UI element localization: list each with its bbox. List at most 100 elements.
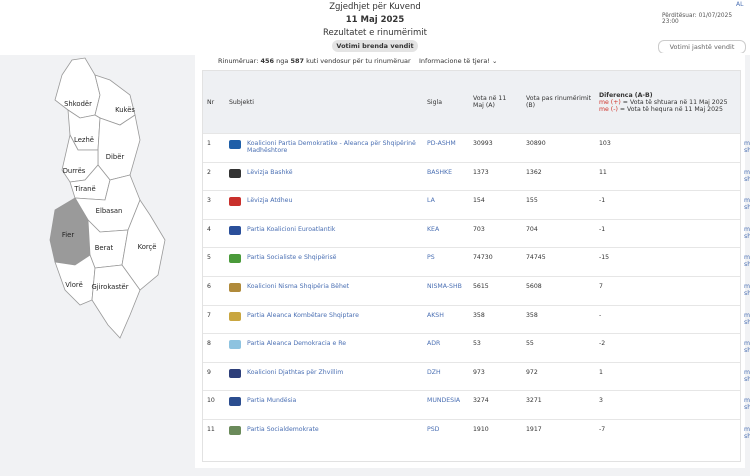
cell-nr: 11 bbox=[203, 418, 225, 449]
tab-domestic[interactable]: Votimi brenda vendit bbox=[332, 40, 418, 52]
cell-nr: 3 bbox=[203, 190, 225, 220]
cell-sigla: MUNDESIA bbox=[423, 390, 469, 420]
region-shape[interactable] bbox=[54, 57, 101, 119]
cell-icon bbox=[225, 133, 243, 163]
cell-sigla: KEA bbox=[423, 218, 469, 248]
region-label: Lezhë bbox=[74, 136, 94, 144]
party-name[interactable]: Lëvizja Atdheu bbox=[243, 190, 423, 220]
cell-icon bbox=[225, 418, 243, 449]
cell-votes-a: 3274 bbox=[469, 390, 522, 420]
col-header: Diferenca (A-B) bbox=[599, 91, 653, 99]
party-logo bbox=[229, 368, 241, 378]
party-logo bbox=[229, 225, 241, 235]
cell-votes-b: 1917 bbox=[522, 418, 595, 449]
cell-votes-b: 155 bbox=[522, 190, 595, 220]
party-name[interactable]: Koalicioni Djathtas për Zhvillim bbox=[243, 361, 423, 391]
party-name[interactable]: Partia Koalicioni Euroatlantik bbox=[243, 218, 423, 248]
cell-nr: 9 bbox=[203, 361, 225, 391]
cell-votes-a: 703 bbox=[469, 218, 522, 248]
cell-icon bbox=[225, 390, 243, 420]
cell-sigla: AKSH bbox=[423, 304, 469, 334]
cell-votes-b: 55 bbox=[522, 333, 595, 363]
results-table-box: Nr Subjekti Sigla Vota në 11 Maj (A) Vot… bbox=[202, 70, 750, 462]
table-row: 4 Partia Koalicioni Euroatlantik KEA 703 704… bbox=[203, 218, 750, 248]
party-logo bbox=[229, 168, 241, 178]
party-name[interactable]: Partia Aleanca Demokracia e Re bbox=[243, 333, 423, 363]
region-label: Kukës bbox=[115, 106, 135, 114]
col-header: Sigla bbox=[423, 71, 469, 134]
cell-icon bbox=[225, 333, 243, 363]
info-text: Informacione të tjera! bbox=[419, 57, 490, 65]
table-body: 1 Koalicioni Partia Demokratike - Aleanca… bbox=[203, 133, 750, 449]
region-label: Fier bbox=[62, 231, 74, 239]
cell-votes-b: 358 bbox=[522, 304, 595, 334]
subtitle: Rezultatet e rinumërimit bbox=[322, 28, 427, 38]
party-name[interactable]: Lëvizja Bashkë bbox=[243, 161, 423, 191]
cell-sigla: BASHKE bbox=[423, 161, 469, 191]
cell-votes-a: 358 bbox=[469, 304, 522, 334]
status-line: Rinumëruar: 456 nga 587 kuti vendosur pë… bbox=[218, 57, 411, 65]
cell-nr: 6 bbox=[203, 275, 225, 306]
cell-votes-a: 30993 bbox=[469, 133, 522, 163]
party-logo bbox=[229, 140, 241, 149]
party-name[interactable]: Partia Socialiste e Shqipërisë bbox=[243, 247, 423, 277]
cell-icon bbox=[225, 304, 243, 334]
table-row: 7 Partia Aleanca Kombëtare Shqiptare AKSH 3… bbox=[203, 304, 750, 334]
cell-votes-b: 30890 bbox=[522, 133, 595, 163]
party-name[interactable]: Partia Socialdemokrate bbox=[243, 418, 423, 449]
status-middle: nga bbox=[276, 57, 289, 65]
party-logo bbox=[229, 282, 241, 292]
party-name[interactable]: Partia Aleanca Kombëtare Shqiptare bbox=[243, 304, 423, 334]
status-prefix: Rinumëruar: bbox=[218, 57, 259, 65]
cell-votes-a: 1910 bbox=[469, 418, 522, 449]
party-logo bbox=[229, 425, 241, 435]
party-name[interactable]: Koalicioni Partia Demokratike - Aleanca … bbox=[243, 133, 423, 163]
cell-votes-a: 973 bbox=[469, 361, 522, 391]
party-logo bbox=[229, 340, 241, 350]
tab-abroad[interactable]: Votimi jashtë vendit bbox=[658, 40, 746, 54]
status-suffix: kuti vendosur për tu rinumëruar bbox=[306, 57, 411, 65]
cell-nr: 10 bbox=[203, 390, 225, 420]
diff-header: Diferenca (A-B) me (+) = Vota të shtuara… bbox=[595, 71, 740, 134]
cell-votes-b: 74745 bbox=[522, 247, 595, 277]
cell-votes-b: 704 bbox=[522, 218, 595, 248]
col-header: Vota pas rinumërimit (B) bbox=[522, 71, 595, 134]
cell-sigla: PS bbox=[423, 247, 469, 277]
legend-text: = Vota të shtuara në 11 Maj 2025 bbox=[622, 98, 728, 106]
col-header: Subjekti bbox=[225, 71, 423, 134]
col-header: Vota në 11 Maj (A) bbox=[469, 71, 522, 134]
party-name[interactable]: Partia Mundësia bbox=[243, 390, 423, 420]
cell-votes-b: 1362 bbox=[522, 161, 595, 191]
table-row: 1 Koalicioni Partia Demokratike - Aleanca… bbox=[203, 133, 750, 163]
cell-sigla: NISMA-SHB bbox=[423, 275, 469, 306]
language[interactable]: AL bbox=[736, 1, 744, 8]
info-link[interactable]: Informacione të tjera! ⌄ bbox=[419, 57, 498, 65]
cell-sigla: LA bbox=[423, 190, 469, 220]
party-logo bbox=[229, 197, 241, 207]
region-label: Dibër bbox=[106, 153, 125, 161]
region-shape[interactable] bbox=[91, 264, 141, 339]
region-label: Gjirokastër bbox=[91, 283, 128, 291]
cell-votes-a: 154 bbox=[469, 190, 522, 220]
cell-diff: -1 bbox=[595, 190, 740, 220]
header-row: Nr Subjekti Sigla Vota në 11 Maj (A) Vot… bbox=[203, 71, 740, 134]
cell-votes-b: 3271 bbox=[522, 390, 595, 420]
region-label: Tiranë bbox=[73, 185, 95, 193]
table-row: 6 Koalicioni Nisma Shqipëria Bëhet NISMA-S… bbox=[203, 275, 750, 306]
cell-votes-a: 1373 bbox=[469, 161, 522, 191]
region-shape[interactable] bbox=[94, 74, 136, 126]
region-label: Shkodër bbox=[64, 100, 92, 108]
cell-icon bbox=[225, 247, 243, 277]
cell-icon bbox=[225, 218, 243, 248]
cell-nr: 8 bbox=[203, 333, 225, 363]
cell-votes-b: 5608 bbox=[522, 275, 595, 306]
cell-diff: - bbox=[595, 304, 740, 334]
party-name[interactable]: Koalicioni Nisma Shqipëria Bëhet bbox=[243, 275, 423, 306]
party-logo bbox=[229, 397, 241, 407]
region-shape[interactable] bbox=[97, 114, 141, 181]
